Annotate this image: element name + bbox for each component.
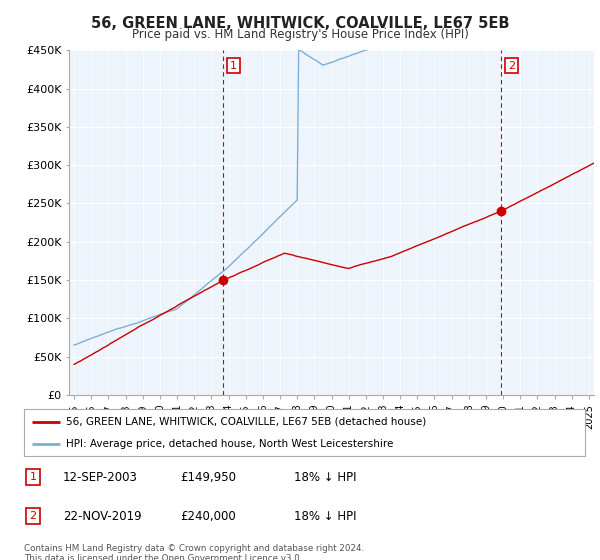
Text: 56, GREEN LANE, WHITWICK, COALVILLE, LE67 5EB (detached house): 56, GREEN LANE, WHITWICK, COALVILLE, LE6…: [66, 417, 427, 427]
Text: 2: 2: [29, 511, 37, 521]
Text: HPI: Average price, detached house, North West Leicestershire: HPI: Average price, detached house, Nort…: [66, 438, 394, 449]
Text: 1: 1: [29, 472, 37, 482]
Text: 2: 2: [508, 60, 515, 71]
Text: 22-NOV-2019: 22-NOV-2019: [63, 510, 142, 523]
Text: 56, GREEN LANE, WHITWICK, COALVILLE, LE67 5EB: 56, GREEN LANE, WHITWICK, COALVILLE, LE6…: [91, 16, 509, 31]
Text: 18% ↓ HPI: 18% ↓ HPI: [294, 510, 356, 523]
Text: £149,950: £149,950: [180, 470, 236, 484]
Text: 18% ↓ HPI: 18% ↓ HPI: [294, 470, 356, 484]
Text: Price paid vs. HM Land Registry's House Price Index (HPI): Price paid vs. HM Land Registry's House …: [131, 28, 469, 41]
Text: 12-SEP-2003: 12-SEP-2003: [63, 470, 138, 484]
Text: 1: 1: [230, 60, 237, 71]
Text: This data is licensed under the Open Government Licence v3.0.: This data is licensed under the Open Gov…: [24, 554, 302, 560]
Text: £240,000: £240,000: [180, 510, 236, 523]
Text: Contains HM Land Registry data © Crown copyright and database right 2024.: Contains HM Land Registry data © Crown c…: [24, 544, 364, 553]
